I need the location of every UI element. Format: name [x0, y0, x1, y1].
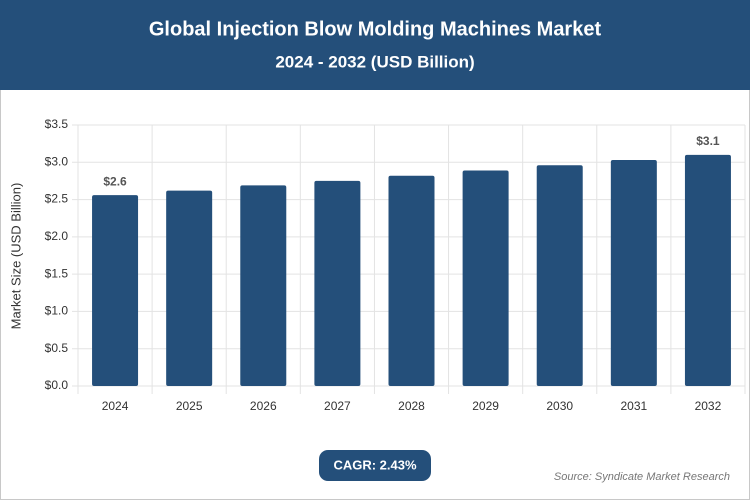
x-tick-label: 2030 — [546, 399, 573, 413]
x-tick-label: 2029 — [472, 399, 499, 413]
y-axis-title: Market Size (USD Billion) — [8, 183, 23, 330]
x-tick-label: 2024 — [102, 399, 129, 413]
y-tick-label: $2.0 — [45, 229, 69, 243]
y-tick-label: $1.0 — [45, 304, 69, 318]
bar — [314, 180, 361, 386]
y-tick-label: $2.5 — [45, 192, 69, 206]
header — [0, 0, 750, 90]
bar — [610, 160, 657, 386]
x-tick-label: 2025 — [176, 399, 203, 413]
bar — [536, 165, 583, 386]
y-tick-label: $0.0 — [45, 378, 69, 392]
cagr-badge — [319, 450, 431, 481]
x-tick-label: 2026 — [250, 399, 277, 413]
x-tick-label: 2032 — [695, 399, 722, 413]
x-tick-label: 2028 — [398, 399, 425, 413]
bar — [388, 175, 435, 386]
x-tick-label: 2031 — [620, 399, 647, 413]
source: Source: Syndicate Market Research — [554, 471, 730, 483]
bar — [166, 190, 213, 386]
bar — [462, 170, 509, 386]
bar — [92, 195, 139, 386]
value-label: $2.6 — [103, 174, 127, 188]
x-tick-label: 2027 — [324, 399, 351, 413]
y-tick-label: $3.0 — [45, 154, 69, 168]
chart-title: Global Injection Blow Molding Machines M… — [149, 18, 602, 40]
value-label: $3.1 — [696, 134, 720, 148]
y-tick-label: $3.5 — [45, 117, 69, 131]
chart-subtitle: 2024 - 2032 (USD Billion) — [275, 52, 474, 71]
y-tick-label: $0.5 — [45, 341, 69, 355]
bar — [240, 185, 287, 386]
y-tick-label: $1.5 — [45, 266, 69, 280]
cagr-label: CAGR: 2.43% — [333, 457, 417, 472]
bar — [684, 154, 731, 386]
